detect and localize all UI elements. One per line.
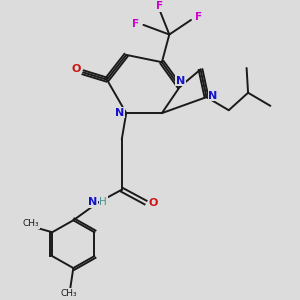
Text: N: N	[88, 197, 97, 207]
Text: F: F	[132, 19, 139, 29]
Text: F: F	[195, 12, 202, 22]
Text: O: O	[71, 64, 80, 74]
Text: H: H	[100, 197, 107, 207]
Text: F: F	[156, 1, 164, 11]
Text: O: O	[148, 197, 158, 208]
Text: N: N	[208, 91, 217, 101]
Text: N: N	[176, 76, 185, 85]
Text: CH₃: CH₃	[61, 289, 77, 298]
Text: CH₃: CH₃	[22, 219, 39, 228]
Text: N: N	[115, 108, 124, 118]
